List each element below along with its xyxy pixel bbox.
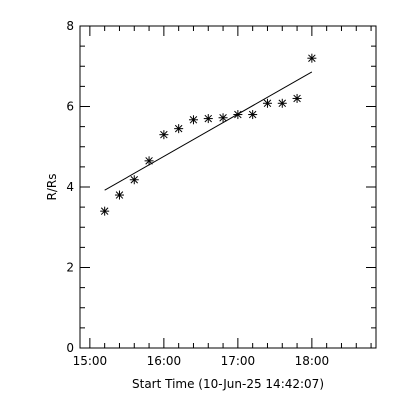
data-point [100, 206, 110, 216]
data-point [233, 110, 243, 120]
data-point [144, 156, 154, 166]
data-point [188, 115, 198, 125]
y-tick-label: 8 [66, 19, 74, 33]
data-points [100, 53, 317, 216]
data-point [159, 130, 169, 140]
y-axis-label: R/Rs [45, 174, 59, 201]
x-tick-label: 15:00 [73, 354, 108, 368]
data-point [248, 110, 258, 120]
y-tick-label: 4 [66, 180, 74, 194]
x-tick-label: 16:00 [147, 354, 182, 368]
data-point [203, 114, 213, 124]
x-axis-label: Start Time (10-Jun-25 14:42:07) [132, 377, 324, 391]
data-point [262, 98, 272, 108]
y-tick-label: 6 [66, 100, 74, 114]
data-point [114, 190, 124, 200]
y-tick-label: 0 [66, 341, 74, 355]
data-point [218, 113, 228, 123]
plot-frame [79, 25, 377, 349]
data-point [292, 93, 302, 103]
data-point [129, 175, 139, 185]
fit-line-layer [104, 71, 313, 191]
y-tick-label: 2 [66, 261, 74, 275]
data-point [277, 98, 287, 108]
axis-ticks [80, 25, 376, 349]
fit-line [104, 71, 313, 191]
x-tick-label: 17:00 [221, 354, 256, 368]
tick-labels: 0 2 4 6 8 15:00 16:00 17:00 18:00 [66, 19, 329, 368]
data-point [174, 124, 184, 134]
x-tick-label: 18:00 [295, 354, 330, 368]
data-point [307, 53, 317, 63]
